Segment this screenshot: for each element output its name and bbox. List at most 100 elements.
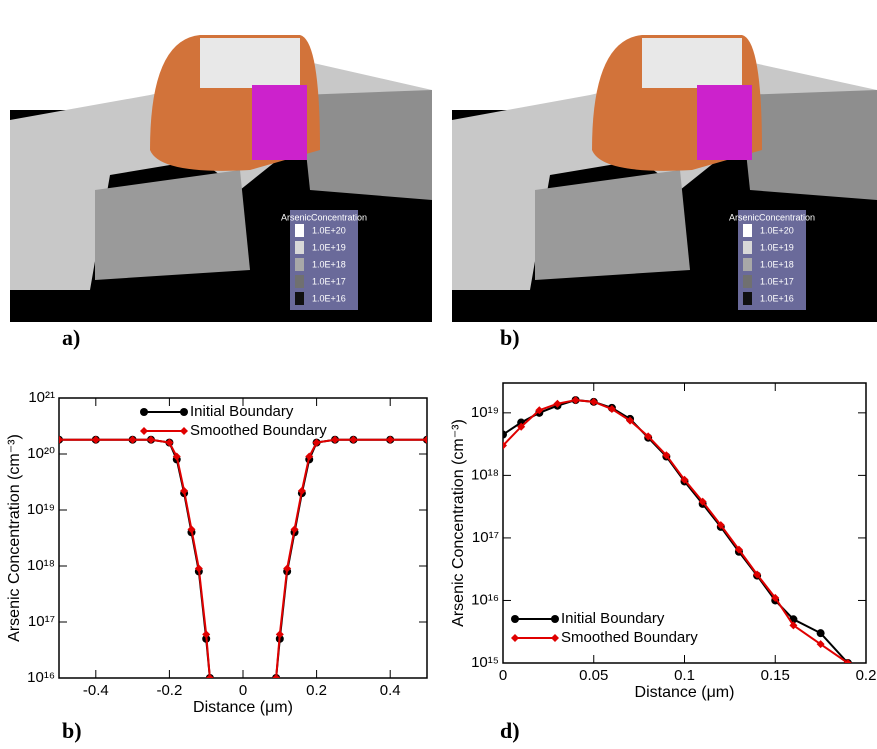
legend-label: Smoothed Boundary — [190, 422, 327, 439]
x-tick-label: 0.2 — [856, 667, 877, 684]
render-legend-item: 1.0E+20 — [312, 225, 346, 235]
marker — [843, 659, 852, 663]
marker — [165, 438, 174, 447]
legend-swatch — [295, 258, 304, 271]
x-axis-label: Distance (μm) — [635, 684, 735, 701]
y-tick-label: 10¹⁸ — [27, 557, 55, 574]
panel-label: d) — [500, 718, 520, 743]
marker — [789, 621, 798, 630]
panel-label: b) — [62, 718, 82, 743]
legend-label: Smoothed Boundary — [561, 629, 698, 646]
plot-frame — [58, 397, 428, 679]
legend-marker — [180, 427, 188, 435]
marker — [128, 435, 137, 444]
legend-marker — [551, 615, 559, 623]
x-tick-label: -0.2 — [156, 682, 182, 699]
marker — [283, 564, 292, 573]
legend-swatch — [295, 241, 304, 254]
marker — [172, 452, 181, 461]
y-axis-label: Arsenic Concentration (cm⁻³) — [6, 434, 23, 642]
series-line — [275, 438, 427, 678]
marker — [331, 435, 339, 444]
marker — [147, 435, 155, 444]
legend-marker — [511, 634, 519, 642]
marker — [297, 486, 306, 495]
panel-label: a) — [62, 325, 80, 350]
marker — [816, 629, 825, 638]
y-axis-label: Arsenic Concentration (cm⁻³) — [450, 419, 467, 627]
marker — [771, 593, 780, 602]
y-tick-label: 10¹⁸ — [471, 466, 499, 483]
marker — [816, 640, 825, 649]
x-tick-label: -0.4 — [83, 682, 109, 699]
series-line — [503, 399, 849, 663]
legend-swatch — [743, 258, 752, 271]
marker — [644, 432, 653, 441]
render-legend-item: 1.0E+18 — [760, 259, 794, 269]
series-line — [275, 438, 427, 678]
legend-swatch — [295, 292, 304, 305]
marker — [626, 416, 635, 425]
marker — [312, 438, 321, 447]
marker — [205, 674, 214, 678]
marker — [607, 405, 616, 414]
chart: 0 0.05 0.1 0.15 0.2 10¹⁵ 10¹⁶ 10¹⁷ 10¹⁸ 10¹⁹ Dista… — [450, 382, 877, 743]
plot-area — [59, 435, 427, 678]
marker — [753, 570, 762, 579]
render-b — [452, 35, 877, 322]
y-tick-label: 10¹⁷ — [472, 529, 499, 546]
series-line — [59, 438, 211, 678]
legend-label: Initial Boundary — [190, 403, 294, 420]
series-line — [59, 438, 211, 678]
marker — [423, 435, 427, 444]
legend-label: Initial Boundary — [561, 610, 665, 627]
marker — [716, 521, 725, 530]
marker — [503, 430, 507, 439]
x-tick-label: 0 — [499, 667, 507, 684]
plot-frame — [502, 382, 867, 664]
legend-swatch — [743, 275, 752, 288]
plot-area — [503, 396, 852, 663]
marker — [680, 475, 689, 484]
series-line — [503, 399, 849, 663]
render-legend-item: 1.0E+19 — [312, 242, 346, 252]
render-legend-item: 1.0E+18 — [312, 259, 346, 269]
marker — [194, 564, 203, 573]
legend-swatch — [295, 224, 304, 237]
legend-swatch — [743, 292, 752, 305]
marker — [386, 435, 395, 444]
render-legend-title: ArsenicConcentration — [281, 212, 367, 222]
marker — [290, 525, 299, 534]
marker — [734, 545, 743, 554]
legend-marker — [140, 427, 148, 435]
marker — [187, 525, 196, 534]
legend-swatch — [295, 275, 304, 288]
panel-label: b) — [500, 325, 520, 350]
marker — [553, 399, 562, 408]
legend-swatch — [743, 224, 752, 237]
y-tick-label: 10¹⁶ — [27, 669, 55, 686]
x-tick-label: 0.1 — [674, 667, 695, 684]
marker — [180, 486, 189, 495]
render-legend-item: 1.0E+20 — [760, 225, 794, 235]
render-legend-item: 1.0E+17 — [312, 276, 346, 286]
x-tick-label: 0.15 — [761, 667, 790, 684]
legend-marker — [551, 634, 559, 642]
marker — [517, 422, 526, 431]
x-axis-label: Distance (μm) — [193, 699, 293, 716]
render-legend-item: 1.0E+17 — [760, 276, 794, 286]
legend-swatch — [743, 241, 752, 254]
y-tick-label: 10²⁰ — [27, 445, 55, 462]
marker — [272, 674, 281, 678]
marker — [91, 435, 100, 444]
y-tick-label: 10¹⁶ — [471, 591, 499, 608]
render-legend-item: 1.0E+16 — [312, 293, 346, 303]
y-tick-label: 10¹⁹ — [27, 501, 55, 518]
x-tick-label: 0.05 — [579, 667, 608, 684]
render-legend-title: ArsenicConcentration — [729, 212, 815, 222]
marker — [571, 396, 580, 405]
marker — [275, 630, 284, 639]
y-tick-label: 10¹⁹ — [471, 404, 499, 421]
render-a — [10, 35, 432, 322]
